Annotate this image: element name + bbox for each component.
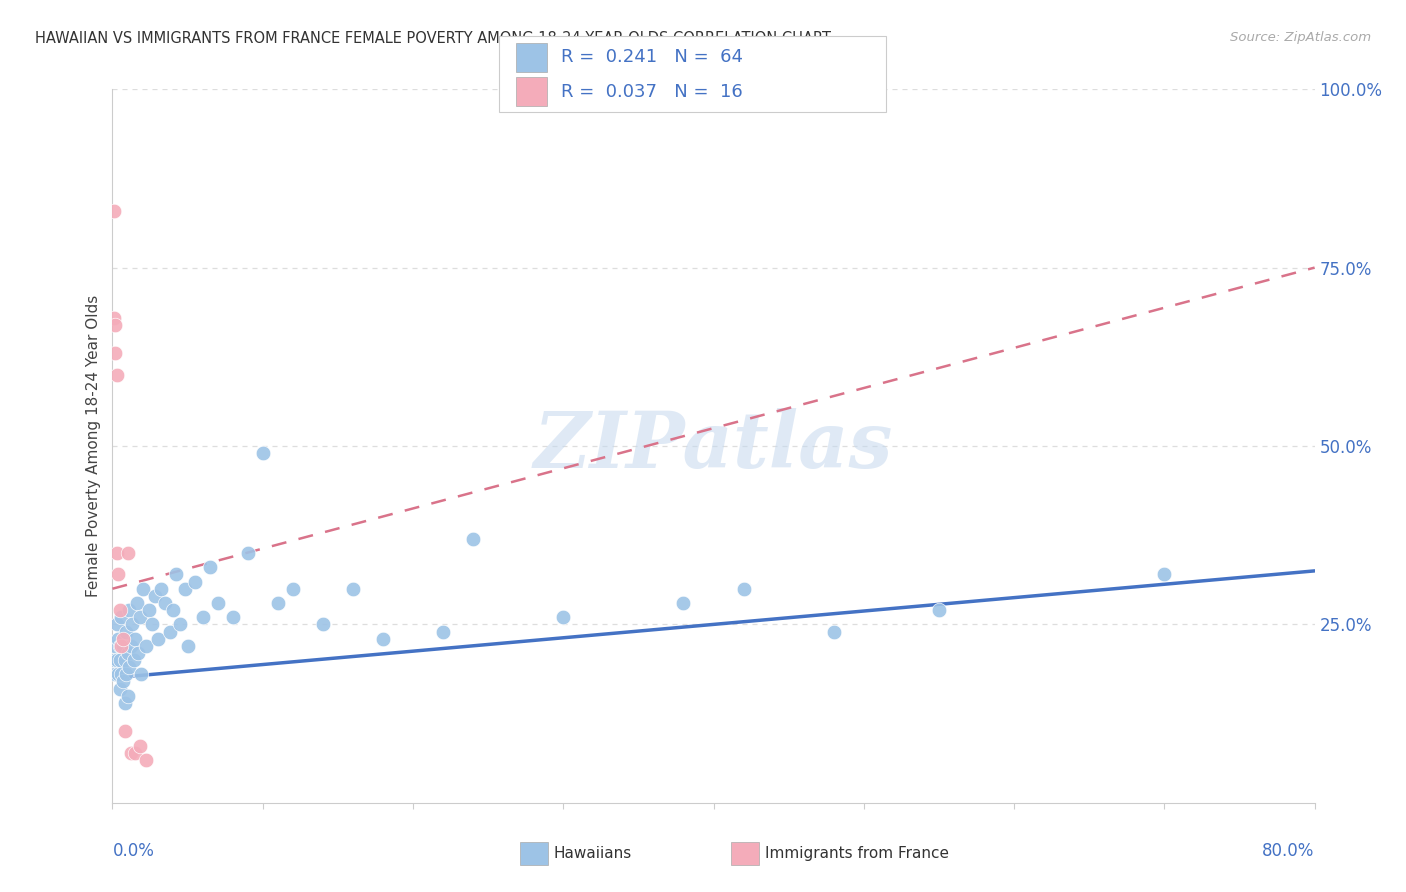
Text: HAWAIIAN VS IMMIGRANTS FROM FRANCE FEMALE POVERTY AMONG 18-24 YEAR OLDS CORRELAT: HAWAIIAN VS IMMIGRANTS FROM FRANCE FEMAL… <box>35 31 831 46</box>
Point <box>146 632 169 646</box>
Point <box>121 617 143 632</box>
Point <box>191 610 214 624</box>
Point <box>124 632 146 646</box>
Point <box>104 318 127 332</box>
Point <box>222 610 245 624</box>
Point <box>107 667 129 681</box>
Point <box>124 746 146 760</box>
Point <box>149 582 172 596</box>
Point <box>110 667 132 681</box>
Point <box>108 603 131 617</box>
Point <box>461 532 484 546</box>
Point <box>165 567 187 582</box>
Point <box>823 624 845 639</box>
Point <box>117 646 139 660</box>
Point <box>128 739 150 753</box>
Point <box>176 639 198 653</box>
Point <box>173 582 195 596</box>
Point <box>103 310 125 325</box>
Point <box>236 546 259 560</box>
Point <box>115 667 138 681</box>
Point <box>118 603 141 617</box>
Point <box>162 603 184 617</box>
Point <box>105 653 128 667</box>
Point <box>281 582 304 596</box>
Text: Source: ZipAtlas.com: Source: ZipAtlas.com <box>1230 31 1371 45</box>
Text: 80.0%: 80.0% <box>1263 842 1315 860</box>
Point <box>371 632 394 646</box>
Point <box>108 681 131 696</box>
Point <box>207 596 229 610</box>
Point <box>267 596 290 610</box>
Point <box>169 617 191 632</box>
Point <box>104 667 127 681</box>
Text: Hawaiians: Hawaiians <box>554 847 633 861</box>
Point <box>553 610 575 624</box>
Point <box>117 546 139 560</box>
Point <box>125 596 148 610</box>
Point <box>103 203 125 218</box>
Point <box>103 653 125 667</box>
Point <box>1153 567 1175 582</box>
Point <box>105 368 128 382</box>
Point <box>122 653 145 667</box>
Text: 0.0%: 0.0% <box>112 842 155 860</box>
Text: R =  0.241   N =  64: R = 0.241 N = 64 <box>561 48 742 66</box>
Point <box>110 639 132 653</box>
Point <box>928 603 950 617</box>
Point <box>143 589 166 603</box>
Point <box>117 689 139 703</box>
Point <box>110 610 132 624</box>
Point <box>159 624 181 639</box>
Text: ZIPatlas: ZIPatlas <box>534 408 893 484</box>
Y-axis label: Female Poverty Among 18-24 Year Olds: Female Poverty Among 18-24 Year Olds <box>86 295 101 597</box>
Point <box>114 696 136 710</box>
Point <box>108 653 131 667</box>
Point <box>342 582 364 596</box>
Point <box>107 632 129 646</box>
Point <box>252 446 274 460</box>
Point <box>432 624 454 639</box>
Point <box>111 674 134 689</box>
Point <box>312 617 335 632</box>
Point <box>111 639 134 653</box>
Point <box>107 567 129 582</box>
Point <box>114 653 136 667</box>
Point <box>153 596 176 610</box>
Point <box>105 546 128 560</box>
Point <box>129 667 152 681</box>
Point <box>135 753 157 767</box>
Point <box>120 639 142 653</box>
Point <box>135 639 157 653</box>
Point <box>118 660 141 674</box>
Point <box>138 603 160 617</box>
Point <box>184 574 207 589</box>
Point <box>105 617 128 632</box>
Point <box>104 639 127 653</box>
Point <box>120 746 142 760</box>
Point <box>115 624 138 639</box>
Point <box>127 646 149 660</box>
Point <box>198 560 221 574</box>
Point <box>131 582 153 596</box>
Point <box>733 582 755 596</box>
Point <box>141 617 163 632</box>
Text: Immigrants from France: Immigrants from France <box>765 847 949 861</box>
Point <box>111 632 134 646</box>
Point <box>108 639 131 653</box>
Point <box>128 610 150 624</box>
Point <box>672 596 695 610</box>
Point <box>114 724 136 739</box>
Point <box>104 346 127 360</box>
Text: R =  0.037   N =  16: R = 0.037 N = 16 <box>561 83 742 101</box>
